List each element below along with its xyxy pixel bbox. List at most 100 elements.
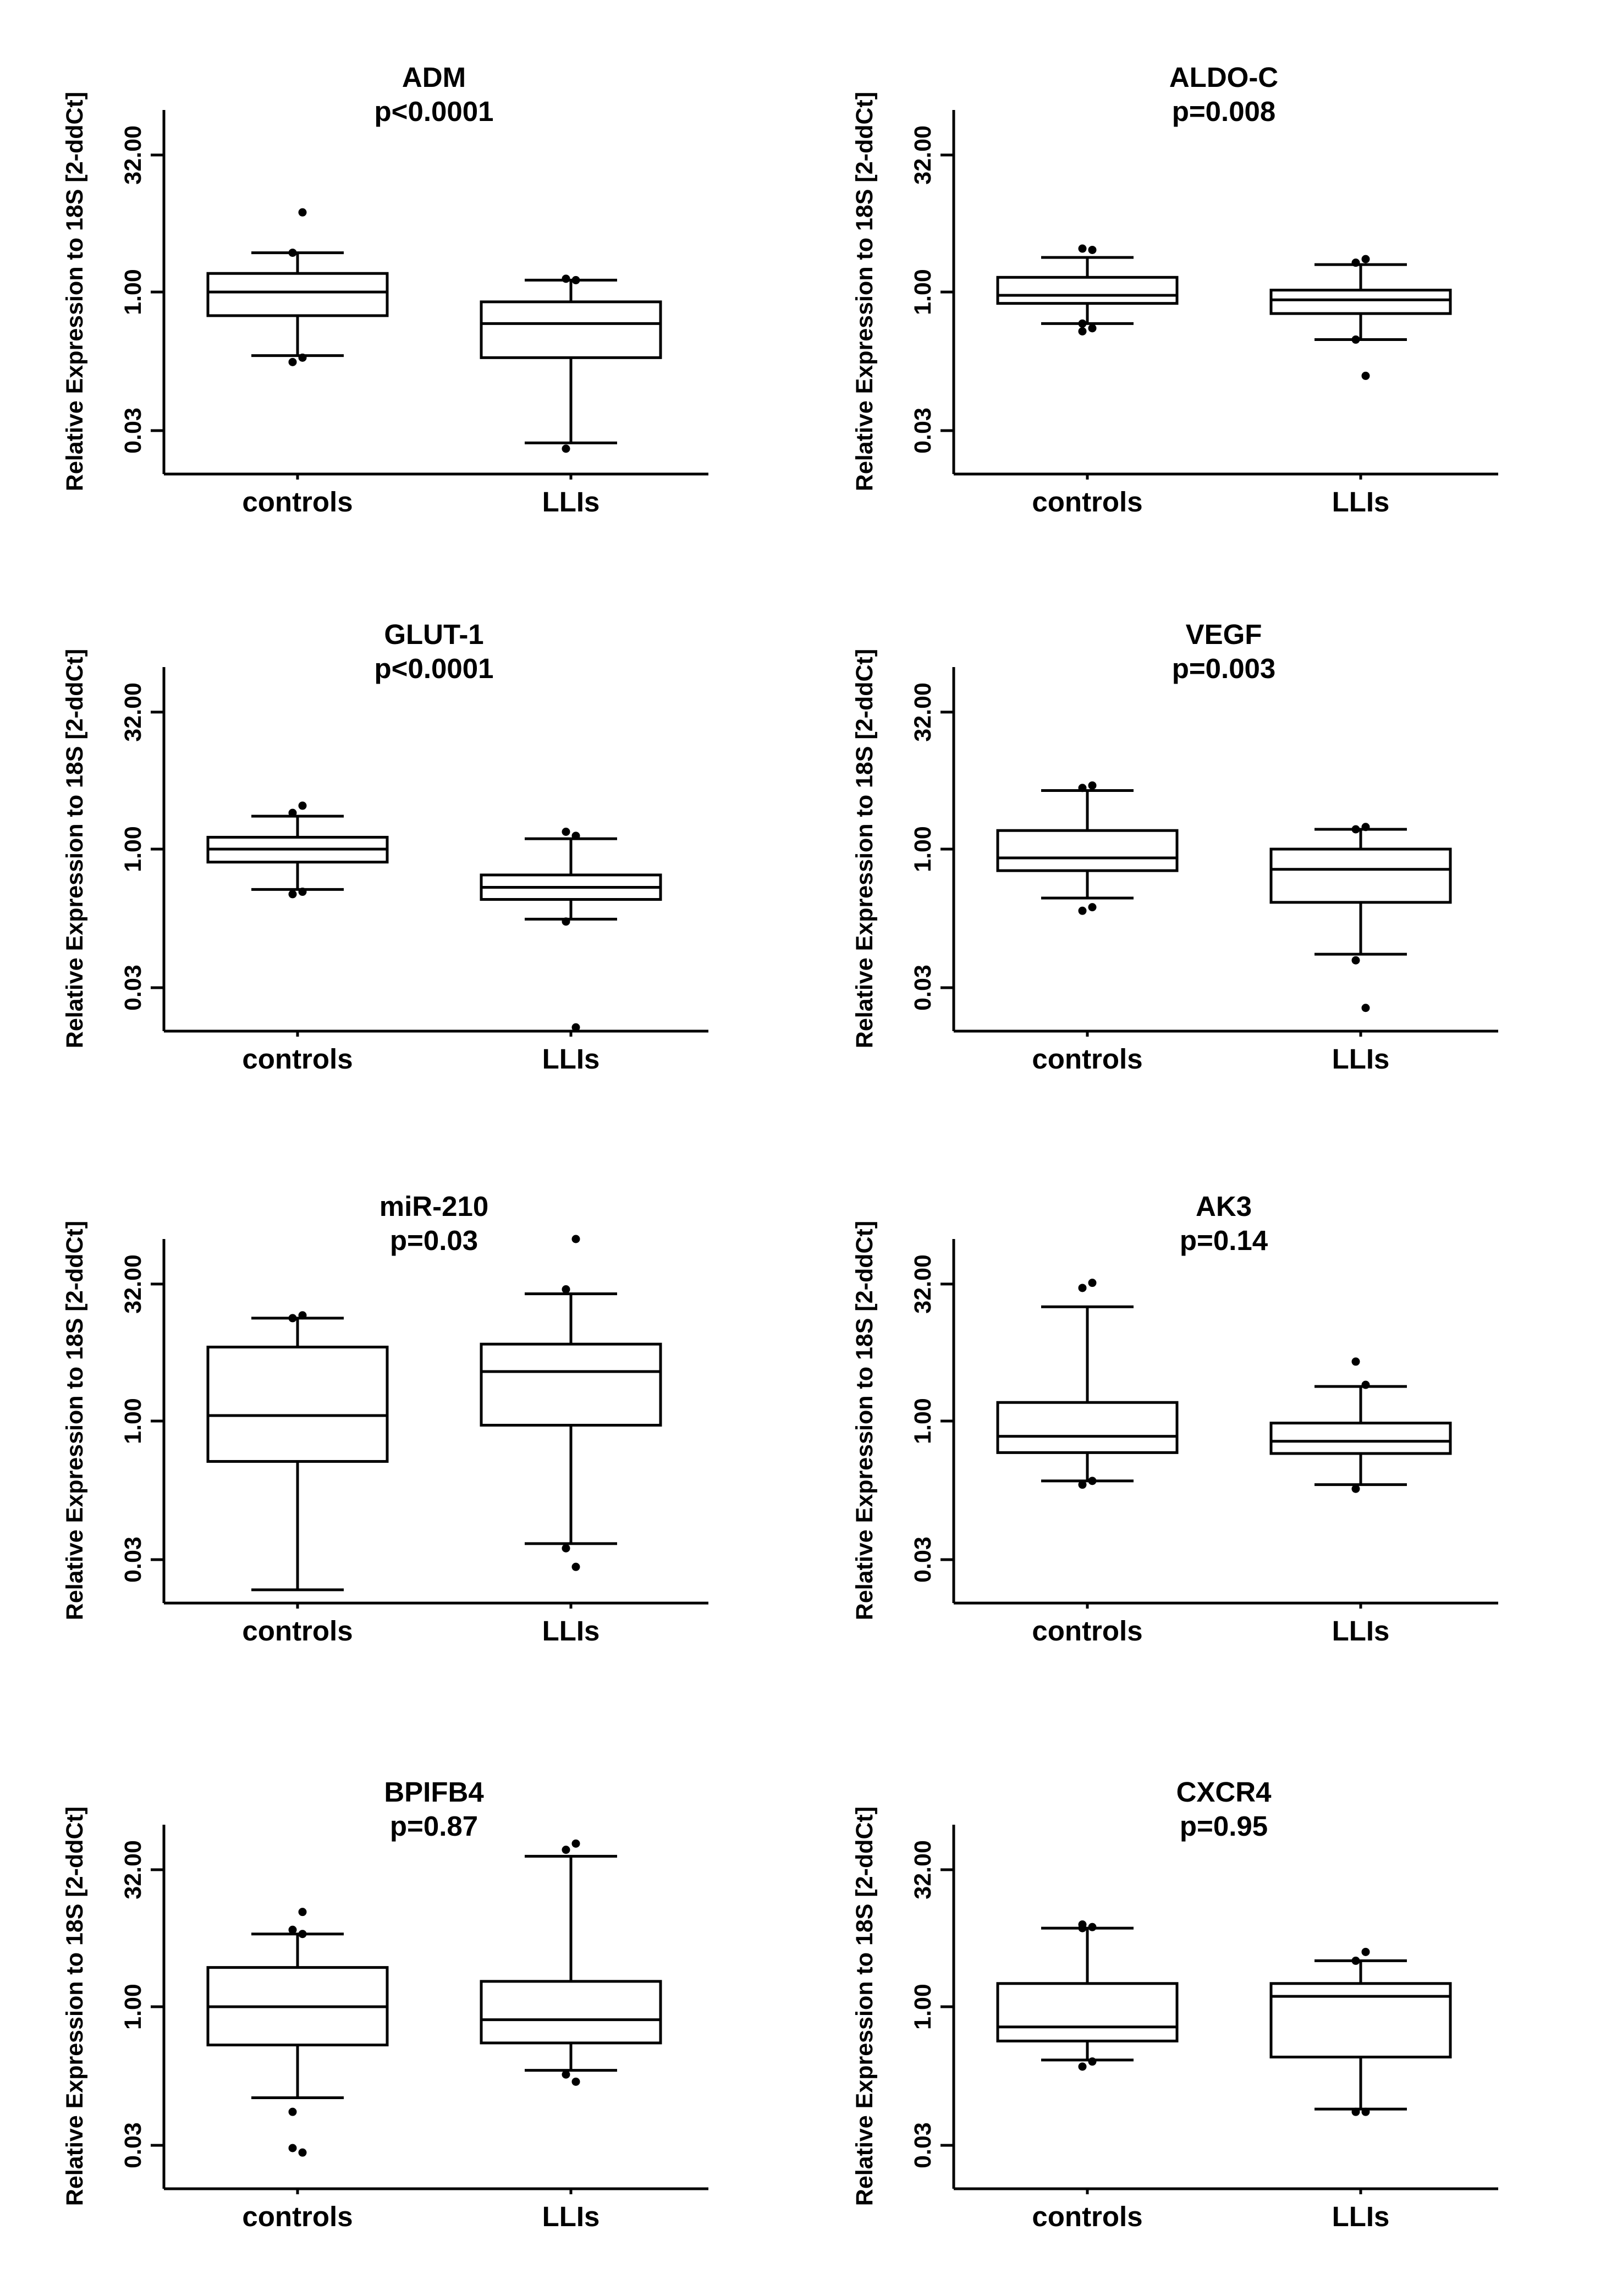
x-tick-label: controls	[242, 2201, 353, 2232]
y-tick-label: 1.00	[120, 1398, 146, 1444]
panel-title: GLUT-1	[384, 619, 483, 650]
y-tick-label: 32.00	[120, 1254, 146, 1314]
y-axis-label: Relative Expression to 18S [2-ddCt]	[851, 1221, 878, 1620]
y-tick-label: 1.00	[120, 1984, 146, 2030]
outlier-point	[288, 890, 297, 899]
outlier-point	[1088, 2057, 1097, 2066]
x-tick-label: LLIs	[1332, 1043, 1390, 1075]
box-llis	[480, 1235, 662, 1571]
box-controls	[996, 781, 1179, 915]
outlier-point	[1361, 255, 1370, 263]
outlier-point	[1078, 319, 1087, 328]
box-controls	[996, 244, 1179, 335]
outlier-point	[1088, 324, 1097, 333]
box-iqr	[996, 276, 1179, 305]
outlier-point	[1351, 335, 1360, 344]
y-axis-label: Relative Expression to 18S [2-ddCt]	[851, 1807, 878, 2206]
box-controls	[996, 1920, 1179, 2071]
outlier-point	[1088, 1477, 1097, 1485]
y-tick-label: 1.00	[120, 826, 146, 872]
outlier-point	[1078, 2062, 1087, 2071]
outlier-point	[1078, 784, 1087, 792]
panel-title: BPIFB4	[384, 1776, 484, 1808]
outlier-point	[288, 249, 297, 257]
box-iqr	[480, 300, 662, 359]
panel-title: VEGF	[1186, 619, 1262, 650]
outlier-point	[298, 1930, 307, 1939]
outlier-point	[1361, 1004, 1370, 1012]
y-tick-label: 0.03	[910, 1537, 936, 1583]
outlier-point	[1351, 956, 1360, 965]
box-controls	[206, 1908, 389, 2157]
box-iqr	[1269, 288, 1452, 315]
panel-pvalue: p=0.003	[1172, 653, 1276, 684]
box-controls	[996, 1279, 1179, 1489]
outlier-point	[1088, 1923, 1097, 1931]
x-tick-label: LLIs	[542, 1043, 600, 1075]
x-tick-label: LLIs	[542, 2201, 600, 2232]
y-tick-label: 0.03	[120, 1537, 146, 1583]
panel-pvalue: p=0.03	[390, 1225, 478, 1256]
box-iqr	[1269, 1982, 1452, 2058]
box-controls	[206, 1311, 389, 1592]
box-iqr	[480, 1342, 662, 1427]
outlier-point	[562, 274, 570, 283]
panel-glut-1: GLUT-1p<0.0001 0.03 1.00 32.00 Relative Expr…	[62, 619, 708, 1075]
outlier-point	[298, 2148, 307, 2157]
outlier-point	[1351, 1484, 1360, 1493]
panel-title: ADM	[402, 62, 466, 93]
box-llis	[480, 1839, 662, 2086]
y-tick-label: 1.00	[910, 269, 936, 315]
y-tick-label: 32.00	[910, 682, 936, 742]
outlier-point	[562, 917, 570, 926]
outlier-point	[1078, 1480, 1087, 1489]
outlier-point	[288, 2107, 297, 2116]
x-tick-label: controls	[242, 1615, 353, 1647]
x-tick-label: LLIs	[542, 486, 600, 517]
outlier-point	[1078, 906, 1087, 915]
outlier-point	[298, 1311, 307, 1320]
y-tick-label: 32.00	[910, 1840, 936, 1899]
panel-pvalue: p=0.87	[390, 1810, 478, 1842]
y-tick-label: 0.03	[120, 408, 146, 454]
box-llis	[1269, 1947, 1452, 2116]
panel-title: AK3	[1196, 1191, 1252, 1222]
box-iqr	[996, 1401, 1179, 1454]
x-tick-label: LLIs	[1332, 1615, 1390, 1647]
panel-pvalue: p<0.0001	[375, 653, 494, 684]
box-llis	[1269, 1357, 1452, 1493]
outlier-point	[562, 1846, 570, 1854]
y-tick-label: 0.03	[910, 408, 936, 454]
y-axis-label: Relative Expression to 18S [2-ddCt]	[851, 649, 878, 1048]
panel-pvalue: p=0.14	[1180, 1225, 1268, 1256]
box-iqr	[1269, 1422, 1452, 1455]
box-iqr	[480, 1980, 662, 2045]
panel-pvalue: p=0.95	[1180, 1810, 1268, 1842]
outlier-point	[1088, 903, 1097, 912]
y-axis-label: Relative Expression to 18S [2-ddCt]	[62, 1807, 88, 2206]
outlier-point	[1088, 1279, 1097, 1287]
outlier-point	[571, 1562, 580, 1571]
outlier-point	[562, 2070, 570, 2079]
box-llis	[480, 828, 662, 1032]
panel-title: CXCR4	[1176, 1776, 1272, 1808]
panel-pvalue: p=0.008	[1172, 96, 1276, 127]
outlier-point	[562, 1285, 570, 1293]
y-axis-label: Relative Expression to 18S [2-ddCt]	[851, 92, 878, 491]
outlier-point	[562, 828, 570, 836]
outlier-point	[298, 208, 307, 217]
outlier-point	[288, 2144, 297, 2152]
outlier-point	[1078, 327, 1087, 335]
x-tick-label: controls	[1032, 1615, 1142, 1647]
y-tick-label: 32.00	[910, 1254, 936, 1314]
y-axis-label: Relative Expression to 18S [2-ddCt]	[62, 1221, 88, 1620]
box-iqr	[996, 829, 1179, 872]
outlier-point	[1351, 1956, 1360, 1965]
y-tick-label: 1.00	[910, 1398, 936, 1444]
